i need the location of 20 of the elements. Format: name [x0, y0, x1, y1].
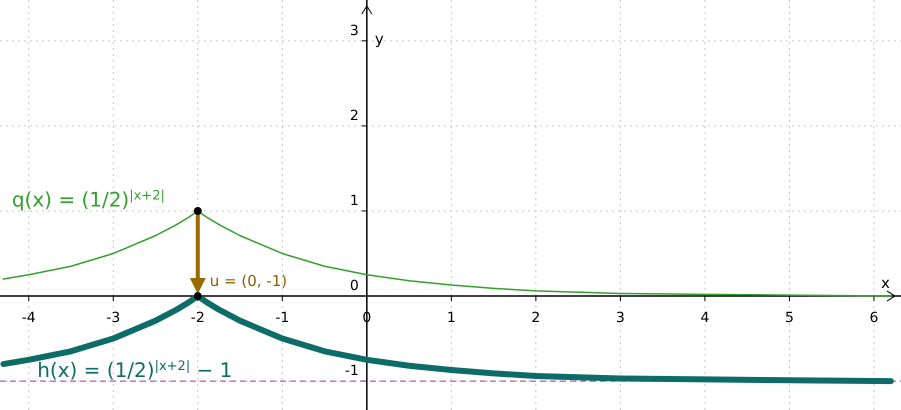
x-tick-label: 5	[784, 310, 794, 326]
y-axis-title: y	[374, 30, 384, 48]
y-tick-label: 2	[350, 108, 359, 124]
x-tick-label: 1	[446, 310, 456, 326]
annotation: q(x) = (1/2)$^{|x+2|}$	[12, 188, 165, 212]
x-tick-label: -4	[22, 310, 36, 326]
x-axis-title: x	[881, 274, 890, 292]
x-tick-label: -2	[190, 310, 205, 326]
x-tick-label: 3	[616, 310, 625, 326]
annotation: h(x) = (1/2)$^{|x+2|}$ − 1	[37, 358, 232, 382]
x-tick-label: -3	[106, 310, 120, 326]
x-tick-label: 2	[531, 310, 540, 326]
y-tick-label: -1	[344, 363, 359, 380]
x-tick-label: 4	[700, 310, 710, 326]
y-tick-label: 1	[350, 192, 359, 209]
y-tick-label: 0	[350, 278, 359, 294]
x-tick-label: 6	[869, 310, 878, 326]
y-tick-label: 3	[350, 22, 359, 39]
x-tick-label: -1	[275, 310, 290, 326]
annotation: u = (0, -1)	[210, 272, 288, 290]
